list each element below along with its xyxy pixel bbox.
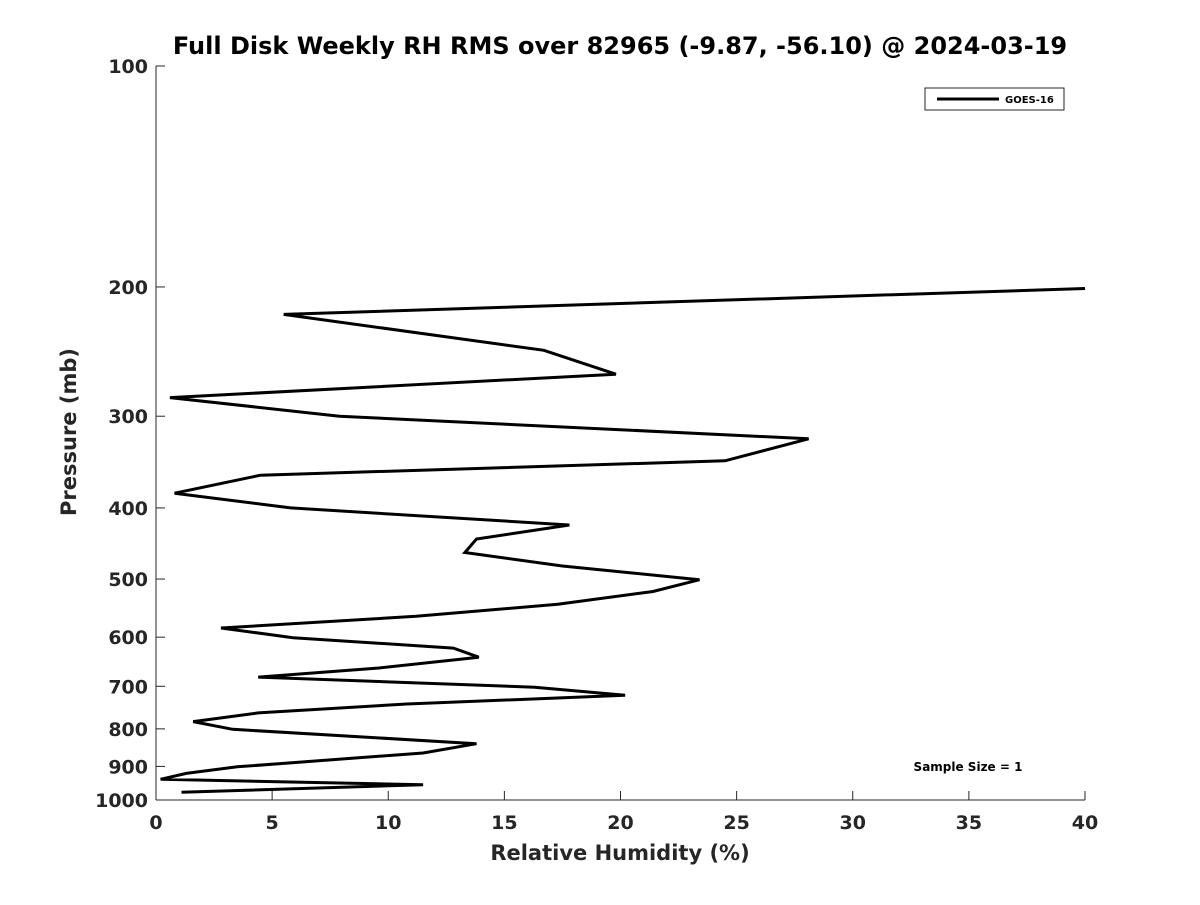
y-tick-label: 700 [108,676,148,698]
x-axis-ticks: 0 5 10 15 20 25 30 35 40 [149,791,1098,834]
legend: GOES-16 [924,87,1065,111]
series-line-goes-16 [160,287,1086,794]
y-tick-label: 500 [108,569,148,591]
y-axis-label: Pressure (mb) [57,348,81,516]
x-tick-label: 25 [723,812,749,834]
plot-area: 0 5 10 15 20 25 30 35 40 100 200 300 400 500 600 700 80… [95,56,1098,834]
y-tick-label: 200 [108,277,148,299]
y-tick-label: 800 [108,719,148,741]
y-tick-label: 1000 [95,790,148,812]
legend-label-goes-16: GOES-16 [1005,95,1054,106]
x-tick-label: 30 [840,812,866,834]
axes-group [155,66,1085,801]
x-tick-label: 15 [491,812,517,834]
y-tick-label: 400 [108,498,148,520]
x-tick-label: 10 [375,812,401,834]
x-tick-label: 35 [956,812,982,834]
sample-size-annotation: Sample Size = 1 [914,760,1023,774]
series-group [160,287,1086,794]
chart-title: Full Disk Weekly RH RMS over 82965 (-9.8… [173,32,1067,60]
y-tick-label: 100 [108,56,148,78]
x-tick-label: 0 [149,812,162,834]
x-tick-label: 40 [1072,812,1098,834]
y-tick-label: 900 [108,756,148,778]
x-tick-label: 20 [607,812,633,834]
x-axis-label: Relative Humidity (%) [490,841,749,865]
y-tick-label: 300 [108,406,148,428]
y-axis-ticks: 100 200 300 400 500 600 700 800 900 1000 [95,56,165,812]
x-tick-label: 5 [266,812,279,834]
y-tick-label: 600 [108,627,148,649]
